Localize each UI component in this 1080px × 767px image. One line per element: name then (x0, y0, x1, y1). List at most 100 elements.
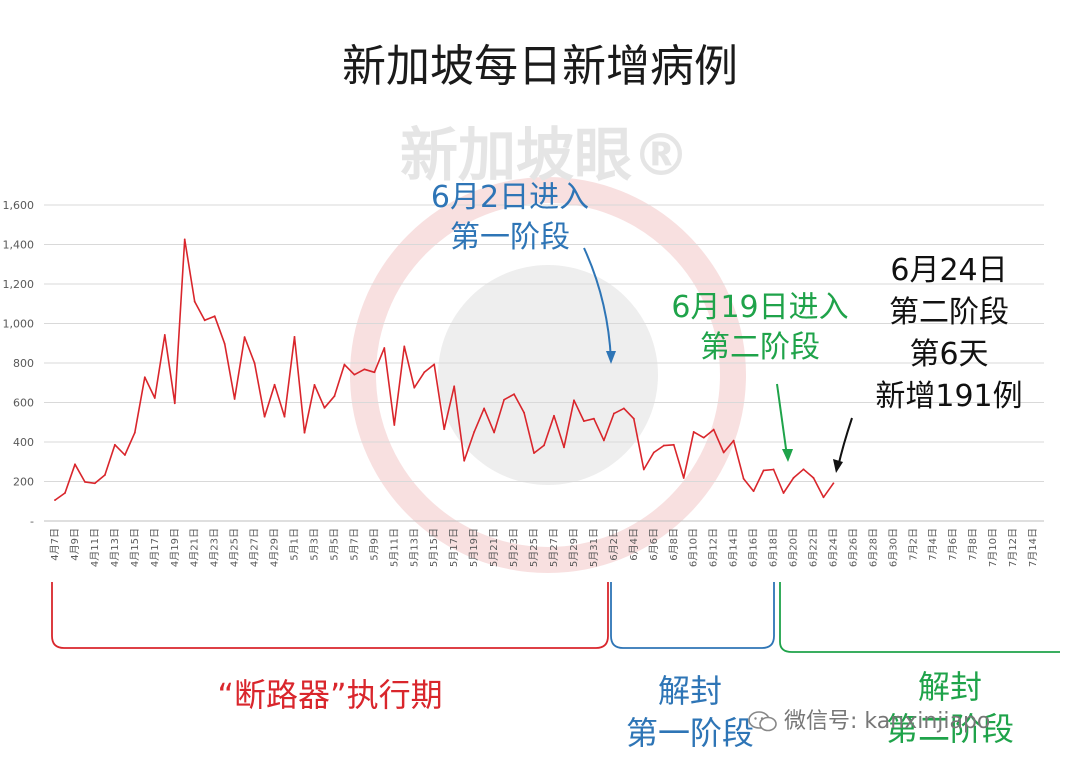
data-point (373, 371, 376, 374)
phase1-bracket (610, 582, 775, 649)
data-point (692, 431, 695, 433)
data-point (94, 482, 96, 485)
data-point (343, 363, 346, 366)
data-point (253, 362, 256, 365)
data-point (403, 345, 406, 348)
data-point (283, 415, 286, 418)
x-tick-label: 6月12日 (708, 528, 720, 567)
data-point (672, 443, 675, 446)
data-point (423, 371, 426, 374)
phase2-entry-line2: 第二阶段 (700, 330, 820, 365)
watermark-center (438, 265, 658, 485)
watermark-ring (350, 177, 746, 573)
data-point (393, 424, 396, 426)
phase1-arrowhead (606, 351, 616, 364)
phase1-entry-annotation: 6月2日进入 第一阶段 (400, 178, 620, 258)
grid (44, 204, 1044, 522)
phase1-entry-line2: 第一阶段 (450, 220, 570, 255)
latest-line3: 第6天 (909, 337, 989, 372)
data-point (732, 439, 735, 442)
data-point (762, 469, 765, 472)
y-tick-label: 1,600 (3, 199, 35, 212)
phase2-label-line2: 第二阶段 (885, 710, 1014, 748)
x-tick-label: 4月9日 (69, 528, 81, 561)
x-tick-label: 5月29日 (568, 528, 580, 567)
data-point (223, 342, 226, 345)
data-point (203, 319, 206, 322)
data-point (662, 444, 665, 447)
x-tick-label: 6月28日 (867, 528, 879, 567)
data-point (563, 446, 565, 449)
data-point (353, 373, 356, 376)
data-point (622, 407, 625, 410)
x-tick-label: 5月27日 (548, 528, 560, 567)
data-point (742, 477, 745, 480)
data-point (612, 412, 615, 415)
data-point (642, 468, 645, 471)
x-tick-label: 4月15日 (129, 528, 141, 567)
data-point (503, 398, 505, 401)
data-point (583, 420, 585, 422)
y-tick-label: 800 (13, 357, 34, 370)
x-tick-label: 6月10日 (688, 528, 700, 567)
x-tick-label: 5月31日 (588, 528, 600, 567)
latest-line2: 第二阶段 (889, 295, 1009, 330)
wechat-watermark: 微信号: kanxinjiapo (748, 703, 990, 735)
x-tick-label: 6月24日 (827, 528, 839, 567)
x-tick-label: 5月19日 (468, 528, 480, 567)
chart-title: 新加坡每日新增病例 (342, 41, 738, 92)
x-tick-label: 5月21日 (488, 528, 500, 567)
data-point (113, 443, 116, 446)
data-point (153, 397, 156, 399)
phase1-label: 解封 第一阶段 (600, 670, 780, 754)
y-tick-label: 200 (13, 476, 34, 489)
data-point (133, 431, 136, 434)
x-tick-label: 5月11日 (388, 528, 400, 567)
latest-line1: 6月24日 (890, 253, 1008, 288)
data-point (553, 414, 555, 417)
data-point (782, 492, 785, 494)
x-tick-label: 4月19日 (169, 528, 181, 567)
period-brackets (51, 582, 1060, 653)
wechat-icon (748, 711, 777, 732)
data-point (702, 436, 705, 439)
y-tick-label: 400 (13, 436, 34, 449)
x-tick-label: 4月21日 (189, 528, 201, 567)
x-tick-label: 7月14日 (1027, 528, 1039, 567)
phase2-arrowhead (782, 449, 793, 462)
data-point (193, 300, 196, 303)
phase1-label-line2: 第一阶段 (625, 714, 754, 752)
x-tick-label: 6月6日 (648, 528, 660, 561)
data-point (104, 474, 106, 476)
data-point (443, 428, 446, 431)
data-point (163, 334, 166, 336)
data-point (74, 463, 76, 466)
data-point (513, 393, 515, 396)
x-tick-label: 5月25日 (528, 528, 540, 567)
data-point (243, 336, 246, 339)
data-point (54, 499, 56, 501)
phase2-arrow (776, 383, 788, 457)
data-point (213, 315, 216, 318)
phase2-entry-line1: 6月19日进入 (671, 290, 849, 325)
x-tick-label: 6月22日 (807, 528, 819, 567)
x-tick-label: 6月2日 (608, 528, 620, 561)
data-point (682, 477, 685, 479)
x-tick-label: 5月15日 (428, 528, 440, 567)
x-tick-label: 4月7日 (49, 528, 61, 561)
data-point (64, 492, 66, 494)
x-tick-label: 5月17日 (448, 528, 460, 567)
data-point (632, 417, 635, 420)
data-point (313, 384, 316, 386)
data-point (752, 490, 755, 493)
data-point (413, 386, 416, 389)
x-tick-label: 7月4日 (927, 528, 939, 561)
x-tick-label: 6月30日 (887, 528, 899, 567)
x-tick-label: 4月23日 (209, 528, 221, 567)
x-tick-label: 6月16日 (748, 528, 760, 567)
series (54, 238, 835, 501)
x-tick-label: 5月3日 (308, 528, 320, 561)
data-point (233, 398, 236, 400)
y-tick-label: - (30, 515, 34, 528)
